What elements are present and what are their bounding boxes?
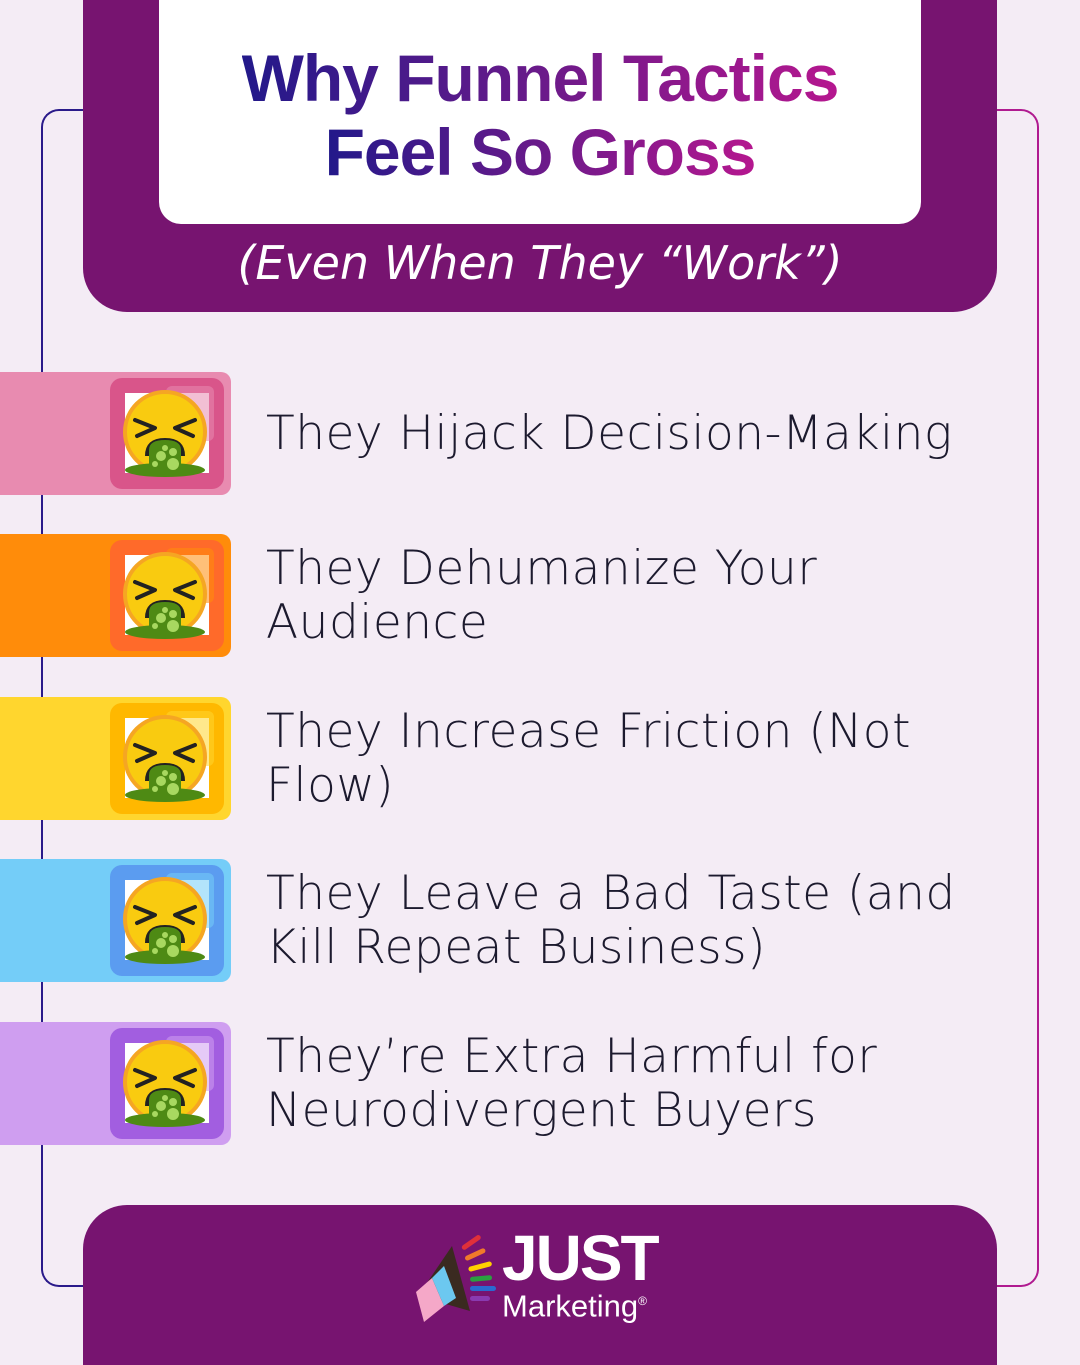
just-marketing-logo: JUST Marketing®	[410, 1226, 680, 1326]
logo-subword: Marketing®	[502, 1284, 647, 1323]
item-label: They Dehumanize Your Audience	[266, 540, 818, 650]
list-item: They Leave a Bad Taste (and Kill Repeat …	[0, 859, 1080, 982]
logo-word: JUST	[502, 1222, 660, 1294]
nauseated-face-icon	[123, 877, 207, 964]
frame-right-border	[979, 109, 1039, 1287]
list-item: They Increase Friction (Not Flow)	[0, 697, 1080, 820]
footer-banner	[83, 1205, 997, 1365]
item-label: They’re Extra Harmful for Neurodivergent…	[266, 1028, 878, 1138]
logo-sub-text: Marketing	[502, 1288, 639, 1324]
icon-tile	[110, 865, 224, 976]
item-label: They Increase Friction (Not Flow)	[266, 703, 911, 813]
list-item: They’re Extra Harmful for Neurodivergent…	[0, 1022, 1080, 1145]
item-label: They Hijack Decision-Making	[266, 405, 953, 461]
icon-tile	[110, 1028, 224, 1139]
title-line-2: Feel So Gross	[324, 115, 757, 189]
nauseated-face-icon	[123, 552, 207, 639]
title-line-1: Why Funnel Tactics	[241, 41, 840, 115]
list-item: They Dehumanize Your Audience	[0, 534, 1080, 657]
subtitle: (Even When They “Work”)	[237, 236, 843, 290]
megaphone-icon	[416, 1235, 496, 1322]
title-box: Why Funnel Tactics Feel So Gross	[159, 0, 921, 224]
registered-mark: ®	[638, 1294, 647, 1308]
nauseated-face-icon	[123, 1040, 207, 1127]
icon-tile	[110, 703, 224, 814]
item-label: They Leave a Bad Taste (and Kill Repeat …	[266, 865, 956, 975]
nauseated-face-icon	[123, 390, 207, 477]
icon-tile	[110, 378, 224, 489]
list-item: They Hijack Decision-Making	[0, 372, 1080, 495]
nauseated-face-icon	[123, 715, 207, 802]
icon-tile	[110, 540, 224, 651]
